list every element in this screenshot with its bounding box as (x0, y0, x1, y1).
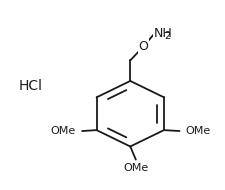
Text: NH: NH (154, 27, 172, 40)
Text: OMe: OMe (50, 126, 76, 136)
Text: O: O (139, 40, 148, 53)
Text: OMe: OMe (123, 163, 148, 173)
Text: 2: 2 (164, 31, 171, 41)
Text: HCl: HCl (18, 79, 42, 93)
Text: OMe: OMe (185, 126, 210, 136)
